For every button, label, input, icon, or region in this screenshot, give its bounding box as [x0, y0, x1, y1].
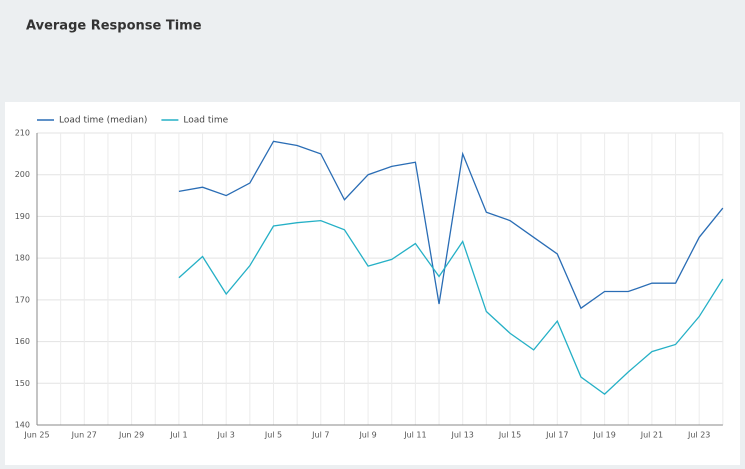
x-tick-label: Jul 19 [592, 431, 615, 440]
x-tick-label: Jul 23 [687, 431, 710, 440]
y-tick-label: 200 [15, 170, 30, 179]
x-tick-label: Jul 3 [217, 431, 235, 440]
y-tick-label: 160 [15, 337, 30, 346]
line-series [178, 219, 724, 395]
y-tick-label: 190 [15, 212, 30, 221]
y-tick-label: 140 [15, 421, 30, 430]
y-tick-label: 170 [15, 295, 30, 304]
x-tick-label: Jul 21 [640, 431, 663, 440]
x-tick-label: Jul 15 [498, 431, 521, 440]
legend-label: Load time [183, 116, 228, 126]
x-tick-label: Jun 29 [118, 431, 144, 440]
y-tick-label: 150 [15, 379, 30, 388]
x-tick-label: Jul 17 [545, 431, 568, 440]
x-tick-label: Jul 7 [311, 431, 329, 440]
x-tick-label: Jul 13 [451, 431, 474, 440]
legend-label: Load time (median) [59, 116, 147, 126]
x-tick-label: Jun 25 [23, 431, 49, 440]
chart-title: Average Response Time [26, 19, 202, 34]
x-tick-label: Jun 27 [71, 431, 97, 440]
y-tick-label: 210 [15, 129, 30, 138]
x-tick-label: Jul 9 [358, 431, 376, 440]
x-tick-label: Jul 11 [403, 431, 426, 440]
x-tick-label: Jul 5 [264, 431, 282, 440]
x-tick-label: Jul 1 [169, 431, 187, 440]
card [5, 102, 740, 465]
y-tick-label: 180 [15, 254, 30, 263]
line-series [178, 140, 724, 310]
